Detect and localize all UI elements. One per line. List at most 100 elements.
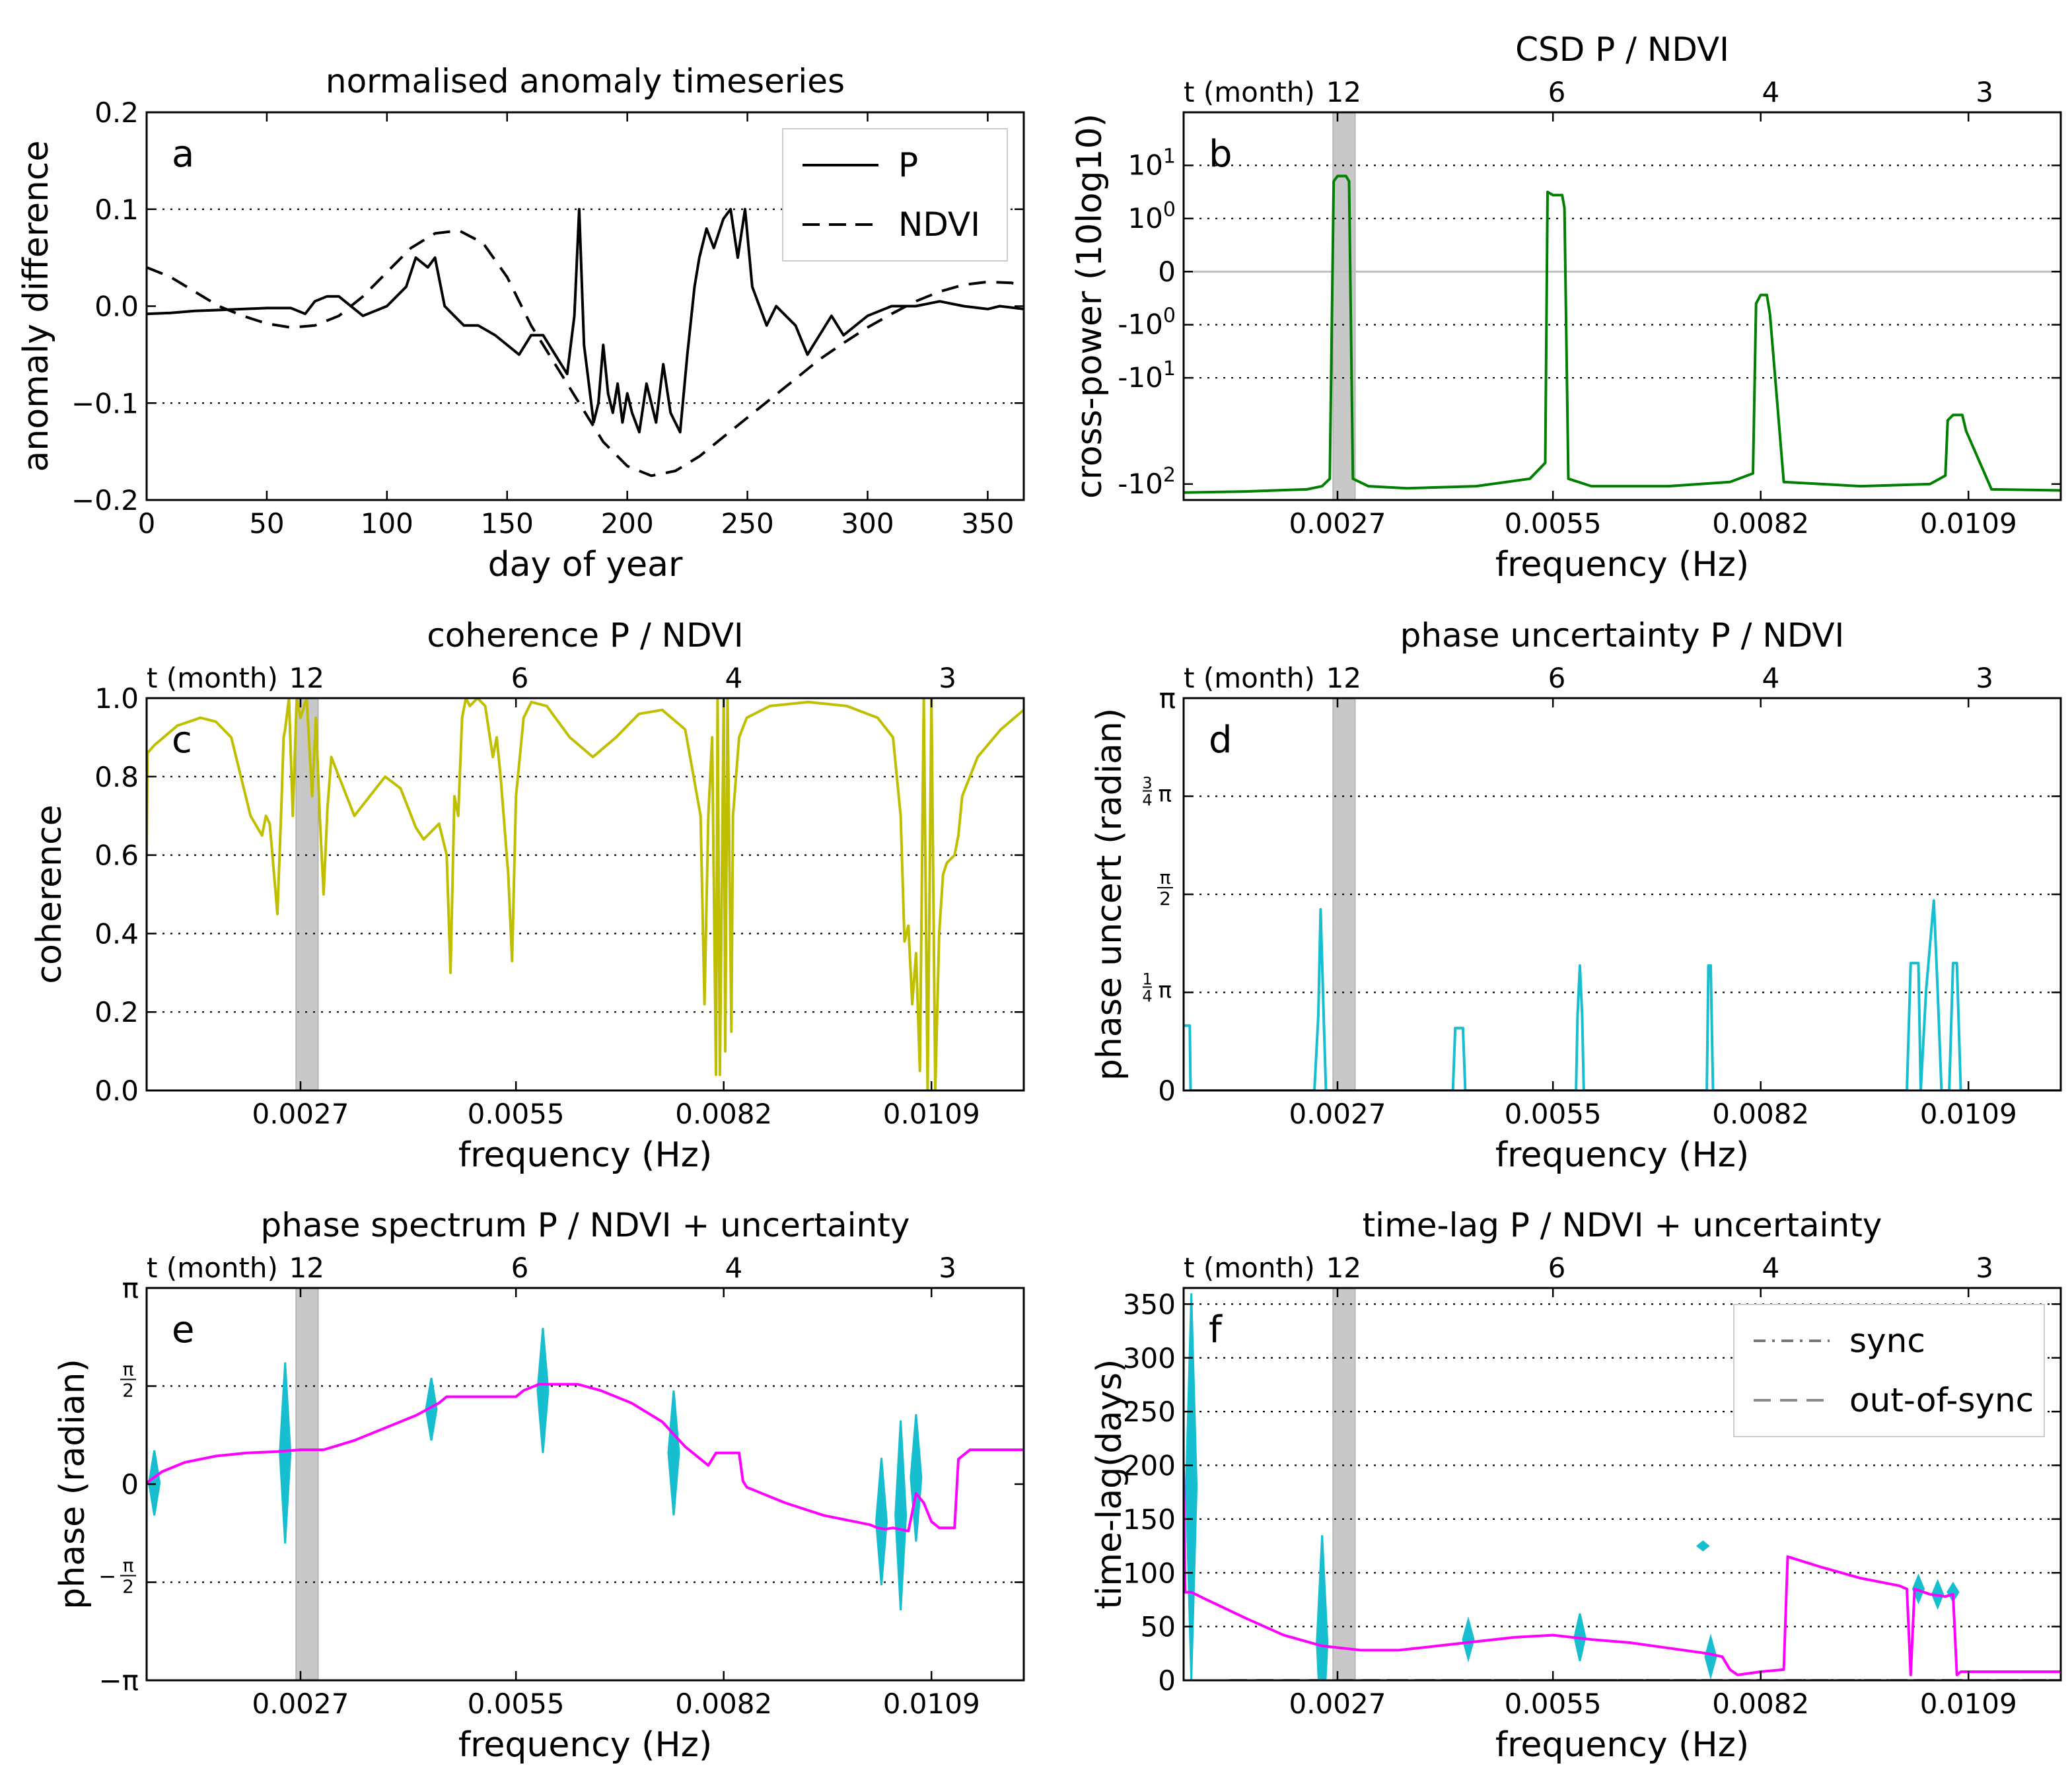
top-tick-label: 3 bbox=[1976, 76, 1993, 108]
uncertainty-band bbox=[910, 1413, 923, 1542]
y-tick-label-num: 1 bbox=[1142, 970, 1152, 988]
y-tick-label: π2 bbox=[120, 1358, 136, 1401]
y-axis-label: anomaly difference bbox=[17, 141, 56, 472]
top-tick-label: 6 bbox=[1548, 662, 1566, 694]
x-tick-label: 0.0109 bbox=[1920, 507, 2017, 540]
panel-letter: f bbox=[1209, 1308, 1223, 1351]
x-tick-label: 0.0082 bbox=[1712, 1688, 1809, 1720]
y-tick-label: 101 bbox=[1127, 145, 1176, 181]
legend-label: NDVI bbox=[898, 205, 980, 244]
chart-title: phase uncertainty P / NDVI bbox=[1400, 616, 1845, 655]
y-tick-label: π bbox=[1159, 682, 1176, 715]
series-time-lag bbox=[1184, 1465, 2061, 1676]
x-axis-label: frequency (Hz) bbox=[1495, 1135, 1749, 1175]
y-tick-label: 34 π bbox=[1142, 773, 1172, 809]
y-tick-label: 0.1 bbox=[94, 194, 139, 226]
y-tick-label: 0 bbox=[121, 1468, 139, 1501]
y-tick-label: -101 bbox=[1118, 357, 1176, 394]
x-axis-label: frequency (Hz) bbox=[1495, 545, 1749, 585]
y-tick-label: 0.2 bbox=[94, 96, 139, 129]
top-tick-label: 6 bbox=[511, 662, 529, 694]
legend: sync out-of-sync bbox=[1733, 1304, 2045, 1437]
chart-title: phase spectrum P / NDVI + uncertainty bbox=[261, 1206, 910, 1244]
top-tick-label: 4 bbox=[725, 662, 742, 694]
uncertainty-band bbox=[894, 1420, 908, 1611]
uncertainty-band bbox=[667, 1390, 680, 1516]
top-tick-label: 3 bbox=[1976, 1252, 1993, 1284]
x-tick-label: 0.0055 bbox=[1505, 507, 1602, 540]
uncertainty-band bbox=[148, 1450, 161, 1516]
x-tick-label: 0.0055 bbox=[468, 1688, 565, 1720]
y-tick-label: 14 π bbox=[1142, 970, 1172, 1005]
top-tick-label: 6 bbox=[1548, 1252, 1566, 1284]
y-tick-label: 1.0 bbox=[94, 682, 139, 715]
panel-letter: c bbox=[172, 719, 192, 762]
top-tick-label: 4 bbox=[1762, 1252, 1779, 1284]
y-tick-label: 250 bbox=[1123, 1396, 1176, 1428]
y-tick-label: −0.1 bbox=[71, 387, 139, 419]
top-tick-label: 6 bbox=[1548, 76, 1566, 108]
panel-c: 0.0027 0.0055 0.0082 0.0109 0.0 0.2 0.4 0.6 0.8 1… bbox=[30, 616, 1025, 1175]
y-tick-label: 0.2 bbox=[94, 996, 139, 1028]
y-tick-label: 300 bbox=[1123, 1342, 1176, 1374]
y-tick-label: 0.0 bbox=[94, 1075, 139, 1107]
uncertainty-band bbox=[1185, 1293, 1198, 1680]
plot-area bbox=[1184, 698, 2061, 1090]
legend-box bbox=[782, 128, 1008, 262]
top-tick-label: 3 bbox=[939, 1252, 956, 1284]
series-NDVI bbox=[147, 229, 1024, 478]
x-tick-label: 0.0082 bbox=[1712, 1098, 1809, 1130]
panel-b: 0.0027 0.0055 0.0082 0.0109 101 100 0 -100 -101 -… bbox=[1070, 30, 2062, 585]
chart-title: normalised anomaly timeseries bbox=[326, 62, 845, 100]
x-axis-label: day of year bbox=[488, 545, 683, 585]
top-axis-label: t (month) bbox=[147, 662, 278, 694]
y-tick-label: 350 bbox=[1123, 1288, 1176, 1320]
x-tick-label: 50 bbox=[249, 507, 284, 540]
chart-title: time-lag P / NDVI + uncertainty bbox=[1363, 1206, 1882, 1244]
chart-title: CSD P / NDVI bbox=[1515, 30, 1729, 69]
top-tick-label: 3 bbox=[939, 662, 956, 694]
panel-letter: a bbox=[172, 133, 194, 176]
top-tick-label: 4 bbox=[1762, 662, 1779, 694]
y-tick-label: π bbox=[122, 1272, 139, 1304]
y-axis-label: cross-power (10log10) bbox=[1070, 114, 1110, 499]
y-tick-label-pi: π bbox=[1159, 977, 1172, 1003]
series-phase bbox=[147, 1382, 1024, 1532]
uncertainty-band bbox=[536, 1328, 550, 1453]
y-axis-label: phase (radian) bbox=[53, 1359, 92, 1610]
x-tick-label: 0.0082 bbox=[675, 1098, 772, 1130]
x-tick-label: 100 bbox=[361, 507, 413, 540]
top-tick-label: 12 bbox=[289, 1252, 324, 1284]
x-tick-label: 0.0082 bbox=[675, 1688, 772, 1720]
y-tick-label: 100 bbox=[1127, 198, 1176, 234]
y-tick-label-den: 4 bbox=[1142, 987, 1152, 1005]
x-tick-label: 0.0055 bbox=[1505, 1688, 1602, 1720]
series-phase-uncertainty bbox=[1184, 899, 2061, 1090]
top-axis-label: t (month) bbox=[1184, 1252, 1315, 1284]
y-tick-label-den: 2 bbox=[1159, 888, 1171, 910]
x-tick-label: 0.0109 bbox=[883, 1688, 980, 1720]
series-P bbox=[147, 207, 1024, 434]
y-tick-label: 200 bbox=[1123, 1450, 1176, 1482]
y-tick-label: 100 bbox=[1123, 1557, 1176, 1589]
plot-area bbox=[1184, 112, 2061, 500]
plot-area bbox=[147, 1288, 1024, 1680]
series-coherence bbox=[147, 698, 1024, 1090]
y-axis-label: coherence bbox=[30, 804, 69, 983]
x-tick-label: 150 bbox=[481, 507, 534, 540]
y-tick-label: -100 bbox=[1118, 304, 1176, 341]
top-tick-label: 12 bbox=[1326, 76, 1361, 108]
x-tick-label: 0.0027 bbox=[1289, 1098, 1386, 1130]
y-tick-label: 0.0 bbox=[94, 291, 139, 323]
uncertainty-band bbox=[1462, 1616, 1475, 1663]
uncertainty-band bbox=[279, 1362, 292, 1544]
y-tick-label-den: 2 bbox=[122, 1379, 134, 1401]
legend-label: sync bbox=[1849, 1322, 1925, 1360]
plot-area bbox=[147, 698, 1024, 1090]
legend-label: out-of-sync bbox=[1849, 1381, 2034, 1419]
y-tick-label-num: π bbox=[1160, 867, 1171, 888]
y-tick-label-den: 2 bbox=[122, 1576, 134, 1598]
